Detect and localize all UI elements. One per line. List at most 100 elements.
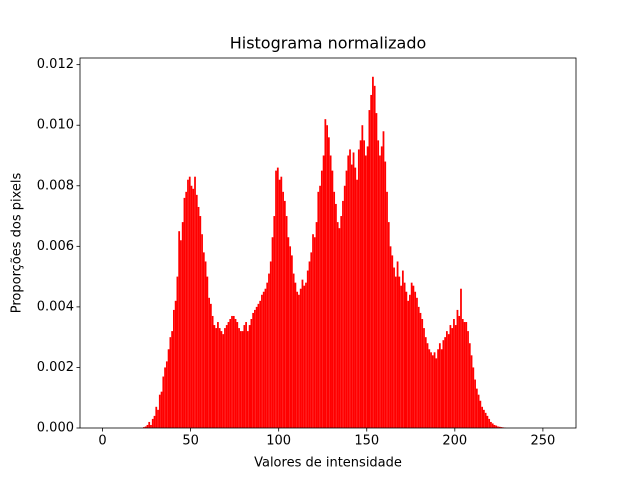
bar bbox=[354, 167, 357, 428]
bar bbox=[377, 140, 380, 428]
bar bbox=[239, 331, 242, 428]
bar bbox=[431, 355, 434, 428]
bar bbox=[373, 85, 376, 429]
y-tick-label: 0.000 bbox=[37, 421, 74, 436]
bar bbox=[169, 337, 172, 428]
bar bbox=[202, 252, 205, 428]
bar bbox=[243, 325, 246, 428]
y-tick-label: 0.010 bbox=[37, 118, 74, 133]
bar bbox=[328, 137, 330, 428]
bar bbox=[303, 285, 306, 428]
bar bbox=[257, 303, 260, 428]
bar bbox=[236, 322, 239, 428]
bar bbox=[291, 255, 293, 428]
bar bbox=[269, 261, 272, 428]
bar bbox=[229, 318, 232, 428]
bar bbox=[185, 191, 188, 428]
bar bbox=[368, 110, 371, 429]
bar bbox=[273, 216, 276, 428]
bar bbox=[234, 318, 237, 428]
bar bbox=[372, 76, 374, 428]
bar bbox=[208, 297, 210, 428]
bar bbox=[336, 222, 339, 428]
x-tick-label: 50 bbox=[182, 434, 199, 449]
bar bbox=[195, 194, 198, 428]
y-tick-label: 0.004 bbox=[37, 299, 74, 314]
bar bbox=[423, 328, 425, 428]
bar bbox=[491, 423, 494, 428]
bar bbox=[363, 140, 365, 428]
bar bbox=[391, 255, 394, 428]
bar bbox=[347, 155, 350, 428]
bar bbox=[433, 352, 436, 428]
bar bbox=[488, 418, 491, 428]
y-axis-label: Proporções dos pixels bbox=[10, 173, 25, 314]
bar bbox=[218, 328, 221, 428]
bar bbox=[475, 388, 478, 428]
bar bbox=[317, 191, 320, 428]
bar bbox=[173, 309, 175, 428]
bar bbox=[349, 149, 351, 429]
bar bbox=[479, 400, 482, 428]
bar bbox=[382, 131, 385, 428]
bar bbox=[278, 179, 281, 428]
bar bbox=[266, 282, 269, 428]
bar bbox=[326, 125, 328, 428]
bar bbox=[403, 282, 406, 428]
bar bbox=[417, 306, 420, 428]
bar bbox=[296, 291, 299, 428]
bar bbox=[340, 216, 343, 428]
bar bbox=[453, 318, 455, 428]
bar bbox=[238, 328, 240, 428]
bar bbox=[335, 203, 337, 428]
bar bbox=[497, 426, 499, 428]
bar bbox=[146, 424, 149, 428]
bar bbox=[319, 185, 321, 428]
bar bbox=[187, 179, 189, 428]
bar bbox=[162, 376, 165, 428]
bar bbox=[451, 328, 454, 428]
bar bbox=[287, 237, 290, 428]
bar bbox=[412, 285, 415, 428]
bar bbox=[495, 425, 498, 428]
bar bbox=[493, 424, 496, 428]
bar bbox=[232, 315, 235, 428]
bar bbox=[268, 273, 270, 428]
bar bbox=[299, 288, 302, 428]
bar bbox=[465, 322, 468, 428]
bar bbox=[322, 155, 325, 428]
bar bbox=[483, 409, 485, 428]
bar bbox=[400, 285, 402, 428]
y-tick-label: 0.002 bbox=[37, 360, 74, 375]
bar bbox=[217, 322, 219, 428]
bar bbox=[241, 331, 244, 428]
bar bbox=[424, 337, 427, 428]
bar bbox=[298, 294, 300, 428]
bar bbox=[407, 300, 410, 428]
bar bbox=[280, 176, 283, 428]
bar bbox=[460, 288, 462, 428]
bar bbox=[490, 421, 492, 428]
bar bbox=[225, 325, 228, 428]
bar bbox=[472, 367, 475, 428]
bar bbox=[246, 331, 249, 428]
bar bbox=[393, 267, 395, 428]
bar bbox=[428, 349, 431, 428]
bar bbox=[366, 146, 369, 428]
bar bbox=[143, 427, 145, 428]
bar bbox=[254, 309, 256, 428]
bar bbox=[308, 261, 311, 428]
bar bbox=[245, 322, 247, 428]
bar bbox=[345, 170, 348, 429]
bar bbox=[350, 164, 353, 428]
y-tick-label: 0.006 bbox=[37, 239, 74, 254]
bar bbox=[160, 391, 163, 428]
bar bbox=[401, 270, 404, 428]
bar bbox=[384, 161, 387, 428]
bar bbox=[486, 415, 489, 428]
bar bbox=[389, 246, 392, 428]
bar bbox=[167, 349, 170, 428]
x-tick-label: 200 bbox=[442, 434, 467, 449]
bar bbox=[414, 291, 417, 428]
